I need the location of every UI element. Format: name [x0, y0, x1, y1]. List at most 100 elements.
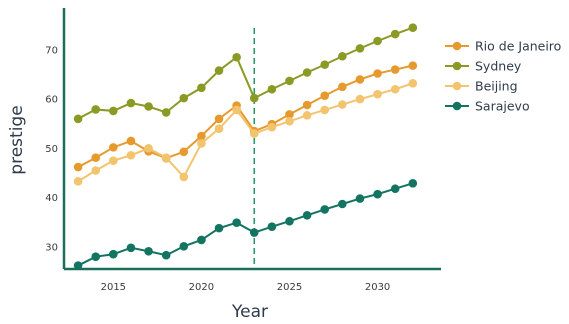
data-point-sarajevo — [267, 222, 277, 231]
data-point-sarajevo — [232, 218, 241, 228]
data-point-rio-de-janeiro — [126, 136, 136, 146]
y-tick-label: 40 — [45, 193, 58, 204]
y-axis-title: prestige — [7, 105, 27, 174]
data-point-sarajevo — [73, 261, 83, 270]
data-point-sydney — [302, 68, 312, 77]
legend-item-sydney: Sydney — [445, 59, 522, 74]
data-point-rio-de-janeiro — [302, 100, 312, 110]
legend-swatch-marker — [452, 61, 462, 71]
data-point-sydney — [179, 93, 189, 103]
data-point-beijing — [197, 139, 206, 148]
data-point-sarajevo — [390, 184, 400, 194]
data-point-sydney — [267, 84, 277, 94]
data-point-beijing — [267, 122, 277, 132]
data-point-sydney — [408, 23, 418, 32]
legend-swatch-marker — [452, 81, 462, 91]
data-point-beijing — [373, 89, 382, 99]
x-tick-label: 2020 — [189, 282, 214, 293]
y-tick-label: 60 — [45, 95, 58, 106]
data-point-rio-de-janeiro — [73, 162, 83, 172]
x-tick-label: 2025 — [277, 282, 302, 293]
legend-swatch-marker — [452, 41, 462, 51]
data-point-sarajevo — [249, 228, 259, 237]
data-point-rio-de-janeiro — [109, 143, 118, 152]
data-point-rio-de-janeiro — [214, 114, 224, 124]
data-point-beijing — [390, 84, 400, 94]
data-point-rio-de-janeiro — [320, 91, 330, 100]
legend-label: Sarajevo — [475, 99, 530, 114]
data-point-sarajevo — [197, 235, 206, 245]
data-point-sarajevo — [285, 216, 294, 226]
x-tick-labels: 2015 2020 2025 2030 — [101, 282, 391, 293]
y-tick-label: 30 — [45, 242, 58, 253]
data-point-sarajevo — [214, 223, 224, 233]
data-point-sarajevo — [109, 249, 118, 259]
data-point-sarajevo — [355, 194, 365, 203]
data-point-beijing — [338, 100, 347, 109]
data-point-beijing — [214, 124, 224, 133]
data-point-sarajevo — [161, 250, 171, 260]
data-point-sydney — [91, 105, 101, 114]
data-point-sarajevo — [320, 205, 330, 214]
y-tick-labels: 30 40 50 60 70 — [45, 45, 58, 253]
legend-swatch-marker — [452, 101, 462, 111]
data-point-rio-de-janeiro — [179, 147, 189, 157]
data-point-beijing — [249, 129, 259, 138]
data-point-beijing — [91, 166, 101, 175]
data-point-beijing — [408, 79, 418, 88]
data-point-beijing — [232, 105, 241, 115]
data-point-sydney — [355, 44, 365, 53]
data-point-sydney — [232, 52, 241, 62]
legend-item-beijing: Beijing — [445, 79, 518, 94]
data-point-beijing — [109, 156, 118, 165]
data-point-sarajevo — [338, 199, 347, 209]
data-point-sydney — [197, 83, 206, 93]
data-point-sarajevo — [179, 242, 189, 251]
data-point-sydney — [249, 93, 259, 103]
data-point-sarajevo — [408, 179, 418, 188]
data-point-sarajevo — [373, 189, 382, 199]
x-axis-title: Year — [231, 302, 268, 322]
data-point-beijing — [161, 153, 171, 163]
data-point-sydney — [390, 29, 400, 39]
data-point-beijing — [320, 105, 330, 115]
data-point-sydney — [73, 114, 83, 124]
data-point-beijing — [73, 177, 83, 186]
data-point-sydney — [161, 108, 171, 117]
plot-area — [73, 23, 418, 270]
data-point-sarajevo — [91, 252, 101, 261]
y-tick-label: 50 — [45, 144, 58, 155]
data-point-beijing — [302, 111, 312, 120]
data-point-rio-de-janeiro — [408, 61, 418, 70]
data-point-beijing — [285, 116, 294, 126]
data-point-sydney — [320, 60, 330, 69]
legend-label: Sydney — [475, 59, 522, 74]
series-sydney — [73, 23, 418, 124]
data-point-beijing — [144, 144, 153, 153]
data-point-sydney — [214, 66, 224, 75]
data-point-rio-de-janeiro — [390, 65, 400, 74]
data-point-beijing — [355, 94, 365, 104]
data-point-sydney — [285, 76, 294, 86]
data-point-rio-de-janeiro — [285, 110, 294, 119]
series-sarajevo — [73, 179, 418, 270]
legend-item-rio-de-janeiro: Rio de Janeiro — [445, 39, 561, 54]
data-point-sydney — [126, 98, 136, 108]
y-tick-label: 70 — [45, 45, 58, 56]
data-point-sydney — [373, 36, 382, 46]
legend-label: Beijing — [475, 79, 518, 94]
data-point-sydney — [144, 102, 153, 111]
data-point-sydney — [338, 51, 347, 61]
data-point-rio-de-janeiro — [338, 82, 347, 92]
series-beijing — [73, 79, 418, 186]
data-point-sydney — [109, 106, 118, 116]
data-point-rio-de-janeiro — [91, 153, 101, 163]
x-tick-label: 2015 — [101, 282, 126, 293]
data-point-rio-de-janeiro — [355, 75, 365, 84]
data-point-sarajevo — [302, 211, 312, 220]
data-point-beijing — [126, 150, 136, 160]
data-point-beijing — [179, 172, 189, 182]
legend: Rio de Janeiro Sydney Beijing Sarajevo — [445, 39, 561, 114]
data-point-rio-de-janeiro — [373, 69, 382, 78]
